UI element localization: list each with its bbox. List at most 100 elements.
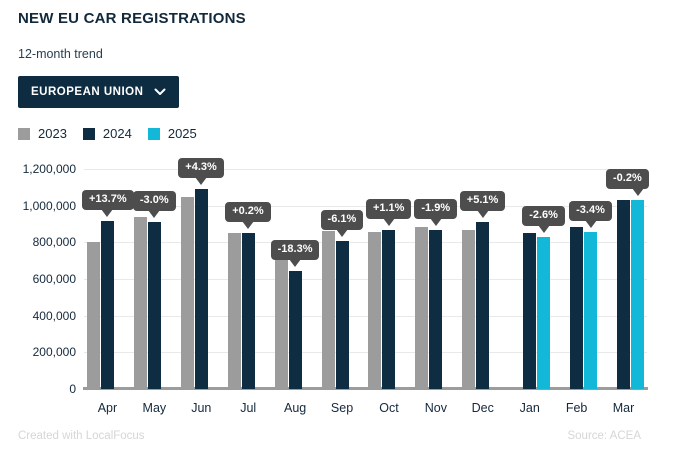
bar-group-nov (412, 169, 459, 389)
y-axis-tick-label: 400,000 (32, 308, 76, 323)
bar-2023-jun[interactable] (180, 197, 194, 389)
badge-pointer (336, 228, 349, 237)
bar-group-apr (84, 169, 131, 389)
badge-pointer (195, 177, 208, 186)
legend-label: 2025 (167, 126, 197, 141)
bar-2024-jan[interactable] (523, 232, 537, 389)
chevron-down-icon (154, 88, 166, 96)
gridline (84, 352, 647, 354)
bar-group-dec (459, 169, 506, 389)
legend-item-2024: 2024 (82, 126, 132, 141)
gridline (84, 242, 647, 244)
bar-2023-jul[interactable] (227, 232, 241, 389)
badge-pointer (429, 217, 442, 226)
bar-2024-nov[interactable] (429, 229, 443, 389)
y-axis-tick-label: 1,000,000 (22, 198, 76, 213)
change-badge-jun: +4.3% (178, 158, 224, 179)
bar-group-jul (225, 169, 272, 389)
badge-pointer (584, 220, 597, 229)
x-axis-label-may: May (142, 401, 167, 415)
change-badge-apr: +13.7% (82, 190, 134, 211)
bar-2025-jan[interactable] (537, 236, 551, 389)
credit-text: Created with LocalFocus (18, 430, 145, 442)
x-axis-label-dec: Dec (471, 401, 494, 415)
change-badge-oct: +1.1% (365, 199, 412, 220)
bar-2025-feb[interactable] (584, 232, 598, 389)
x-axis-label-mar: Mar (612, 401, 635, 415)
bar-2024-oct[interactable] (382, 230, 396, 389)
change-badge-mar: -0.2% (606, 169, 649, 190)
badge-pointer (289, 258, 302, 267)
bar-2024-jul[interactable] (241, 232, 255, 389)
legend-swatch-2023 (18, 127, 30, 140)
source-text: Source: ACEA (567, 430, 641, 442)
x-axis-label-jul: Jul (240, 401, 257, 415)
change-badge-jan: -2.6% (522, 205, 565, 226)
legend-label: 2024 (102, 126, 132, 141)
legend-swatch-2024 (82, 127, 95, 140)
bar-2023-nov[interactable] (415, 226, 429, 389)
legend-swatch-2025 (147, 127, 160, 140)
x-axis-label-oct: Oct (379, 401, 399, 415)
bar-2024-feb[interactable] (570, 226, 584, 389)
bar-2024-sep[interactable] (335, 240, 349, 389)
badge-pointer (148, 209, 161, 218)
bar-2024-may[interactable] (147, 221, 161, 389)
badge-pointer (631, 188, 644, 197)
bar-group-feb (553, 169, 600, 389)
badge-pointer (382, 218, 395, 227)
region-dropdown-label: EUROPEAN UNION (31, 86, 144, 98)
x-axis-line (83, 387, 648, 390)
change-badge-nov: -1.9% (414, 198, 458, 219)
legend-item-2025: 2025 (147, 126, 197, 141)
bar-2024-mar[interactable] (617, 199, 631, 389)
x-axis-label-aug: Aug (283, 401, 307, 415)
chart-subtitle: 12-month trend (18, 47, 103, 61)
page-title: NEW EU CAR REGISTRATIONS (18, 10, 246, 27)
x-axis-label-sep: Sep (330, 401, 354, 415)
bar-2025-mar[interactable] (631, 200, 645, 389)
bar-group-mar (600, 169, 647, 389)
y-axis-tick-label: 600,000 (32, 272, 76, 286)
bar-2024-jun[interactable] (194, 189, 208, 389)
y-axis-tick-label: 0 (69, 382, 76, 396)
y-axis-tick-label: 1,200,000 (22, 162, 76, 176)
badge-pointer (101, 209, 114, 218)
change-badge-sep: -6.1% (320, 209, 364, 230)
region-dropdown[interactable]: EUROPEAN UNION (18, 76, 180, 108)
x-axis-label-jun: Jun (191, 401, 212, 415)
badge-pointer (476, 209, 489, 218)
bar-2024-dec[interactable] (476, 221, 490, 389)
bar-2023-apr[interactable] (86, 241, 100, 389)
change-badge-feb: -3.4% (569, 201, 612, 222)
change-badge-dec: +5.1% (459, 190, 506, 211)
bar-group-aug (272, 169, 319, 389)
bar-group-oct (366, 169, 413, 389)
bar-2023-may[interactable] (133, 216, 147, 389)
x-axis-label-apr: Apr (97, 401, 118, 415)
bar-group-jan (506, 169, 553, 389)
bar-2024-apr[interactable] (100, 221, 114, 389)
bar-group-sep (319, 169, 366, 389)
bar-2023-sep[interactable] (321, 231, 335, 389)
legend: 2023 2024 2025 (18, 126, 197, 141)
x-axis-label-jan: Jan (519, 401, 540, 415)
badge-pointer (242, 220, 255, 229)
bar-2023-dec[interactable] (462, 230, 476, 389)
gridline (84, 315, 647, 317)
y-axis-tick-label: 800,000 (32, 235, 76, 250)
gridline (84, 279, 647, 280)
badge-pointer (537, 224, 550, 233)
bar-2023-aug[interactable] (274, 244, 288, 389)
change-badge-jul: +0.2% (225, 201, 271, 222)
bar-group-jun (178, 169, 225, 389)
legend-item-2023: 2023 (18, 126, 67, 141)
bar-2023-oct[interactable] (368, 232, 382, 389)
change-badge-may: -3.0% (132, 190, 176, 211)
x-axis-label-nov: Nov (424, 401, 447, 415)
legend-label: 2023 (38, 126, 67, 141)
bar-2024-aug[interactable] (288, 270, 302, 389)
gridline (84, 205, 647, 207)
gridline (84, 169, 647, 170)
